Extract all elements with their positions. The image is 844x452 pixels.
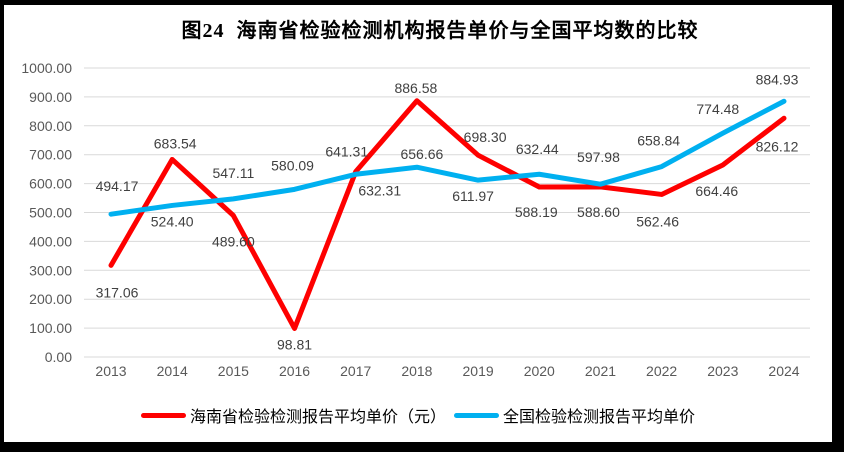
y-tick-label: 300.00 (29, 262, 72, 278)
y-tick-label: 400.00 (29, 233, 72, 249)
data-label: 658.84 (637, 133, 680, 149)
data-label: 664.46 (695, 183, 738, 199)
data-label: 632.44 (516, 141, 559, 157)
x-tick-label: 2014 (157, 363, 188, 379)
data-label: 683.54 (154, 135, 197, 151)
x-tick-label: 2015 (218, 363, 249, 379)
x-tick-label: 2019 (463, 363, 494, 379)
data-label: 98.81 (277, 336, 312, 352)
y-tick-label: 900.00 (29, 89, 72, 105)
series-line-1 (108, 98, 787, 217)
legend-label-hainan: 海南省检验检测报告平均单价（元） (189, 409, 446, 426)
data-label: 489.60 (212, 234, 255, 250)
x-tick-label: 2024 (768, 363, 799, 379)
x-tick-label: 2021 (585, 363, 616, 379)
data-label: 588.19 (515, 204, 558, 220)
chart-title: 图24 海南省检验检测机构报告单价与全国平均数的比较 (181, 20, 699, 42)
data-label: 641.31 (325, 144, 368, 160)
data-label: 547.11 (212, 165, 254, 181)
x-tick-label: 2022 (646, 363, 677, 379)
y-tick-label: 700.00 (29, 147, 72, 163)
data-label: 611.97 (452, 188, 494, 204)
x-tick-label: 2018 (401, 363, 432, 379)
y-tick-label: 600.00 (29, 176, 72, 192)
data-label: 886.58 (394, 80, 437, 96)
series-line-0 (108, 98, 787, 331)
x-tick-label: 2017 (340, 363, 371, 379)
x-tick-label: 2016 (279, 363, 310, 379)
y-tick-label: 1000.00 (21, 60, 72, 76)
data-label: 656.66 (400, 146, 443, 162)
y-tick-label: 0.00 (45, 349, 72, 365)
x-tick-label: 2020 (524, 363, 555, 379)
blue-line-swatch-icon (454, 412, 499, 418)
legend-item-hainan: 海南省检验检测报告平均单价（元） (140, 403, 446, 427)
y-tick-label: 500.00 (29, 205, 72, 221)
data-label: 524.40 (151, 213, 194, 229)
data-label: 562.46 (636, 213, 679, 229)
data-label: 884.93 (756, 71, 799, 87)
data-label: 698.30 (464, 129, 507, 145)
data-label: 632.31 (358, 182, 401, 198)
legend: 海南省检验检测报告平均单价（元） 全国检验检测报告平均单价 (4, 404, 832, 426)
red-line-swatch-icon (140, 412, 186, 418)
legend-item-national: 全国检验检测报告平均单价 (454, 403, 695, 427)
data-label: 317.06 (96, 284, 139, 300)
data-label: 580.09 (271, 157, 314, 173)
data-label: 597.98 (577, 149, 620, 165)
data-label: 588.60 (577, 204, 620, 220)
y-tick-label: 100.00 (29, 320, 72, 336)
data-label: 494.17 (96, 178, 139, 194)
y-tick-label: 800.00 (29, 118, 72, 134)
x-tick-label: 2023 (707, 363, 738, 379)
x-tick-label: 2013 (95, 363, 126, 379)
data-label: 774.48 (696, 101, 739, 117)
y-tick-label: 200.00 (29, 291, 72, 307)
legend-label-national: 全国检验检测报告平均单价 (503, 409, 696, 426)
data-label: 826.12 (756, 138, 799, 154)
line-chart: 0.00 100.00 200.00 300.00 400.00 500.00 600.00… (21, 60, 810, 379)
